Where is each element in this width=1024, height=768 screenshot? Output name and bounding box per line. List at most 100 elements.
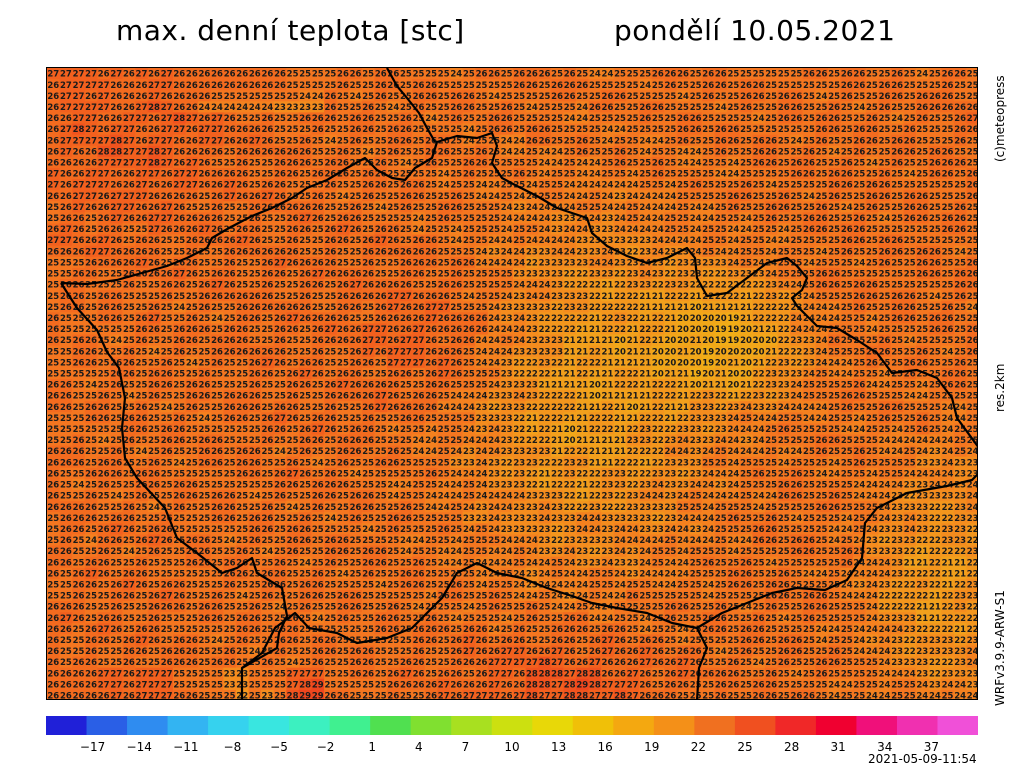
grid-value: 26 <box>727 125 739 135</box>
grid-cell <box>160 68 174 80</box>
grid-value: 24 <box>602 192 614 202</box>
grid-value: 25 <box>324 192 336 202</box>
grid-value: 22 <box>539 325 551 335</box>
grid-value: 22 <box>652 381 664 391</box>
grid-value: 26 <box>425 92 437 102</box>
grid-cell <box>135 79 149 91</box>
grid-value: 26 <box>274 70 286 80</box>
grid-value: 24 <box>639 136 651 146</box>
grid-value: 25 <box>199 336 211 346</box>
grid-value: 24 <box>727 236 739 246</box>
grid-cell <box>802 79 816 91</box>
grid-value: 25 <box>904 347 916 357</box>
grid-cell <box>752 79 766 91</box>
grid-cell <box>72 145 86 158</box>
grid-cell <box>185 101 199 114</box>
credit-label: (c)meteopress <box>993 52 1013 162</box>
grid-value: 26 <box>929 147 941 157</box>
grid-value: 25 <box>513 114 525 124</box>
grid-value: 27 <box>110 159 122 169</box>
grid-value: 24 <box>513 214 525 224</box>
grid-value: 25 <box>261 236 273 246</box>
grid-value: 26 <box>123 247 135 257</box>
grid-value: 22 <box>513 425 525 435</box>
grid-value: 25 <box>715 236 727 246</box>
grid-value: 26 <box>727 203 739 213</box>
grid-value: 26 <box>400 270 412 280</box>
grid-value: 25 <box>967 203 978 213</box>
grid-value: 26 <box>438 136 450 146</box>
grid-value: 26 <box>199 159 211 169</box>
grid-value: 23 <box>803 336 815 346</box>
grid-cell <box>777 101 791 114</box>
grid-value: 25 <box>866 214 878 224</box>
grid-cell <box>109 90 124 102</box>
grid-value: 21 <box>753 358 765 368</box>
grid-value: 26 <box>236 314 248 324</box>
grid-value: 26 <box>816 225 828 235</box>
grid-value: 25 <box>627 214 639 224</box>
grid-value: 25 <box>148 281 160 291</box>
temperature-map[interactable]: 27 27 27 27 26 27 26 27 26 27 26 26 26 26 26 26 26 26 26 25… <box>46 67 978 700</box>
grid-cell <box>324 90 338 102</box>
grid-value: 26 <box>324 181 336 191</box>
grid-value: 26 <box>98 292 110 302</box>
grid-value: 26 <box>551 81 563 91</box>
grid-value: 25 <box>904 81 916 91</box>
grid-value: 26 <box>375 292 387 302</box>
grid-value: 26 <box>60 381 72 391</box>
grid-value: 23 <box>476 425 488 435</box>
grid-cell <box>298 101 313 114</box>
grid-value: 25 <box>627 92 639 102</box>
grid-cell <box>890 123 905 136</box>
grid-value: 25 <box>828 214 840 224</box>
grid-value: 25 <box>173 358 185 368</box>
grid-value: 26 <box>261 147 273 157</box>
grid-value: 26 <box>942 70 954 80</box>
grid-cell <box>210 101 224 114</box>
grid-cell <box>739 79 753 91</box>
grid-cell <box>47 123 61 136</box>
grid-value: 21 <box>614 436 626 446</box>
grid-value: 26 <box>274 247 286 257</box>
grid-value: 26 <box>224 336 236 346</box>
grid-cell <box>525 123 539 136</box>
grid-value: 25 <box>803 381 815 391</box>
grid-value: 25 <box>287 292 299 302</box>
grid-value: 25 <box>891 258 903 268</box>
grid-value: 22 <box>488 403 500 413</box>
grid-value: 26 <box>375 247 387 257</box>
grid-cell <box>135 134 149 147</box>
grid-value: 25 <box>740 70 752 80</box>
grid-value: 26 <box>123 214 135 224</box>
grid-value: 26 <box>136 425 148 435</box>
grid-value: 26 <box>425 336 437 346</box>
grid-value: 26 <box>261 425 273 435</box>
grid-cell <box>941 90 955 102</box>
grid-value: 27 <box>136 159 148 169</box>
grid-value: 26 <box>942 325 954 335</box>
grid-cell <box>298 145 313 158</box>
grid-value: 26 <box>337 336 349 346</box>
grid-value: 25 <box>954 336 966 346</box>
grid-value: 22 <box>614 381 626 391</box>
grid-value: 27 <box>211 114 223 124</box>
grid-value: 25 <box>904 325 916 335</box>
grid-value: 22 <box>614 303 626 313</box>
grid-value: 25 <box>879 270 891 280</box>
grid-cell <box>739 112 753 125</box>
grid-value: 25 <box>136 347 148 357</box>
grid-value: 26 <box>136 314 148 324</box>
grid-value: 25 <box>476 292 488 302</box>
grid-cell <box>160 101 174 114</box>
grid-value: 26 <box>904 303 916 313</box>
grid-value: 25 <box>375 425 387 435</box>
grid-value: 25 <box>98 270 110 280</box>
grid-value: 26 <box>274 325 286 335</box>
grid-value: 26 <box>199 170 211 180</box>
grid-value: 26 <box>362 392 374 402</box>
grid-value: 25 <box>715 214 727 224</box>
grid-value: 26 <box>929 247 941 257</box>
grid-value: 23 <box>803 358 815 368</box>
grid-value: 26 <box>816 214 828 224</box>
